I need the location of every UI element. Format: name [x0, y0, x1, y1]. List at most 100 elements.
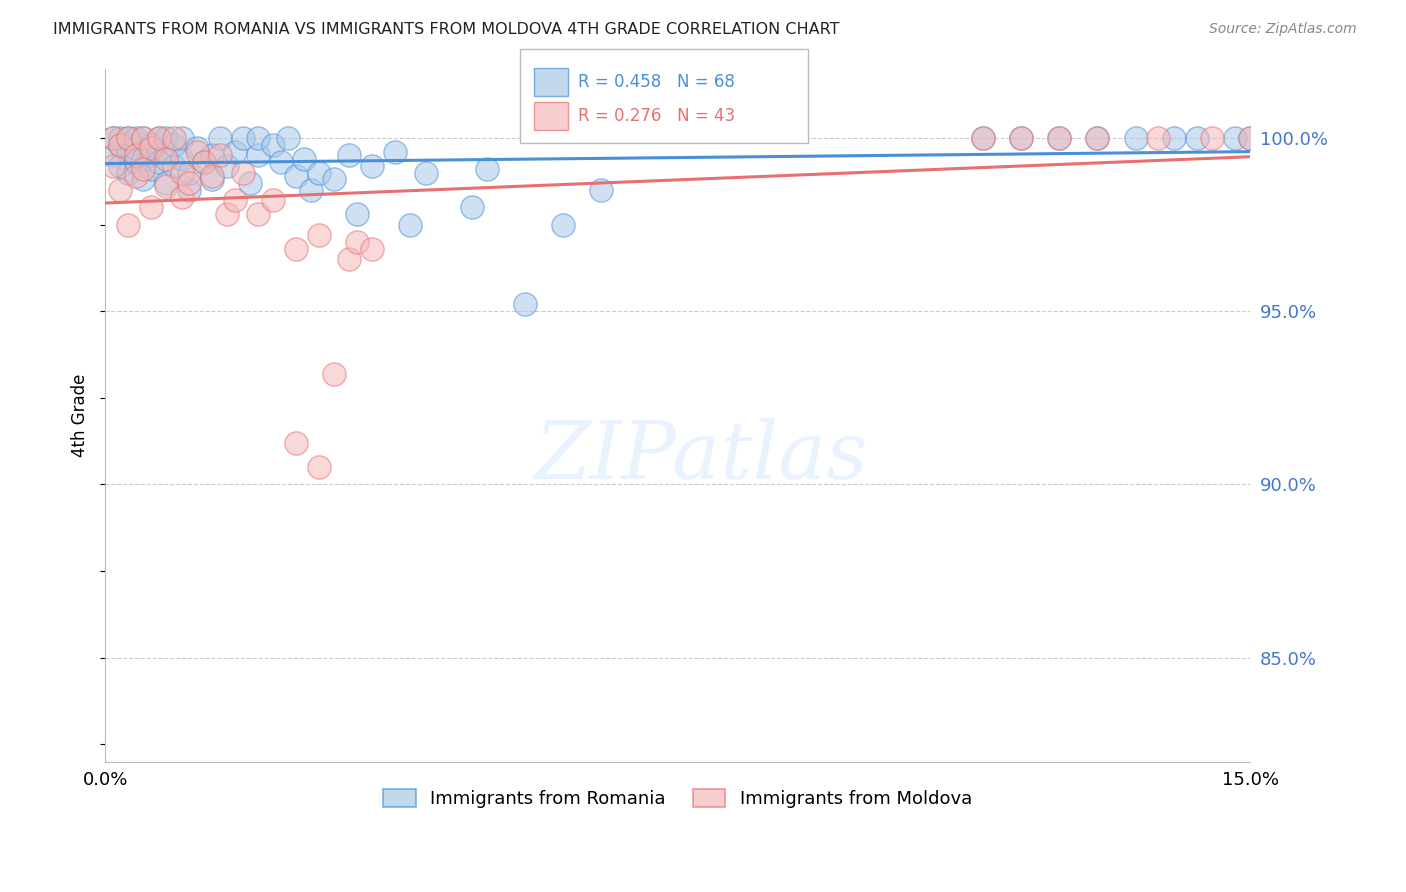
Point — [125, 148, 148, 162]
Point — [361, 242, 384, 256]
Point — [339, 148, 361, 162]
Point — [217, 207, 239, 221]
Point — [110, 137, 132, 152]
Point — [201, 148, 224, 162]
Point — [553, 218, 575, 232]
Point — [299, 183, 322, 197]
Point — [110, 159, 132, 173]
Point — [323, 172, 346, 186]
Point — [1185, 131, 1208, 145]
Point — [972, 131, 994, 145]
Point — [1010, 131, 1032, 145]
Point — [117, 131, 139, 145]
Point — [346, 235, 368, 249]
Point — [139, 200, 162, 214]
Point — [125, 155, 148, 169]
Point — [361, 159, 384, 173]
Point — [117, 131, 139, 145]
Point — [224, 193, 246, 207]
Point — [270, 155, 292, 169]
Point — [308, 227, 330, 242]
Point — [132, 152, 155, 166]
Point — [285, 242, 308, 256]
Point — [170, 165, 193, 179]
Point — [155, 179, 177, 194]
Point — [170, 152, 193, 166]
Point — [1163, 131, 1185, 145]
Point — [101, 131, 124, 145]
Point — [193, 155, 215, 169]
Point — [163, 137, 186, 152]
Point — [110, 137, 132, 152]
Point — [155, 131, 177, 145]
Point — [208, 131, 231, 145]
Text: R = 0.458   N = 68: R = 0.458 N = 68 — [578, 73, 735, 91]
Point — [163, 131, 186, 145]
Point — [246, 148, 269, 162]
Point — [139, 141, 162, 155]
Legend: Immigrants from Romania, Immigrants from Moldova: Immigrants from Romania, Immigrants from… — [375, 781, 979, 815]
Text: IMMIGRANTS FROM ROMANIA VS IMMIGRANTS FROM MOLDOVA 4TH GRADE CORRELATION CHART: IMMIGRANTS FROM ROMANIA VS IMMIGRANTS FR… — [53, 22, 839, 37]
Point — [262, 137, 284, 152]
Point — [148, 155, 170, 169]
Point — [155, 176, 177, 190]
Point — [285, 169, 308, 183]
Point — [1047, 131, 1070, 145]
Point — [101, 148, 124, 162]
Point — [285, 435, 308, 450]
Point — [148, 131, 170, 145]
Point — [139, 148, 162, 162]
Point — [117, 218, 139, 232]
Point — [262, 193, 284, 207]
Text: R = 0.276   N = 43: R = 0.276 N = 43 — [578, 107, 735, 125]
Point — [415, 165, 437, 179]
Point — [186, 145, 208, 159]
Point — [110, 131, 132, 145]
Point — [132, 131, 155, 145]
Point — [399, 218, 422, 232]
Point — [308, 460, 330, 475]
Point — [1239, 131, 1261, 145]
Point — [1254, 131, 1277, 145]
Point — [125, 141, 148, 155]
Point — [339, 252, 361, 267]
Text: Source: ZipAtlas.com: Source: ZipAtlas.com — [1209, 22, 1357, 37]
Point — [308, 165, 330, 179]
Point — [1201, 131, 1223, 145]
Point — [170, 190, 193, 204]
Point — [117, 145, 139, 159]
Point — [193, 155, 215, 169]
Point — [1223, 131, 1246, 145]
Text: ZIPatlas: ZIPatlas — [534, 418, 868, 495]
Point — [224, 145, 246, 159]
Point — [232, 131, 254, 145]
Point — [475, 162, 498, 177]
Point — [1239, 131, 1261, 145]
Point — [513, 297, 536, 311]
Point — [170, 131, 193, 145]
Point — [186, 141, 208, 155]
Point — [101, 131, 124, 145]
Point — [155, 145, 177, 159]
Point — [110, 183, 132, 197]
Point — [125, 131, 148, 145]
Point — [208, 148, 231, 162]
Point — [246, 207, 269, 221]
Point — [591, 183, 613, 197]
Point — [179, 165, 201, 179]
Point — [155, 152, 177, 166]
Point — [201, 169, 224, 183]
Point — [292, 152, 315, 166]
Point — [132, 131, 155, 145]
Point — [179, 176, 201, 190]
Point — [1010, 131, 1032, 145]
Point — [132, 162, 155, 177]
Point — [1125, 131, 1147, 145]
Point — [139, 162, 162, 177]
Point — [217, 159, 239, 173]
Point — [148, 131, 170, 145]
Point — [1085, 131, 1108, 145]
Point — [201, 172, 224, 186]
Point — [239, 176, 262, 190]
Point — [232, 165, 254, 179]
